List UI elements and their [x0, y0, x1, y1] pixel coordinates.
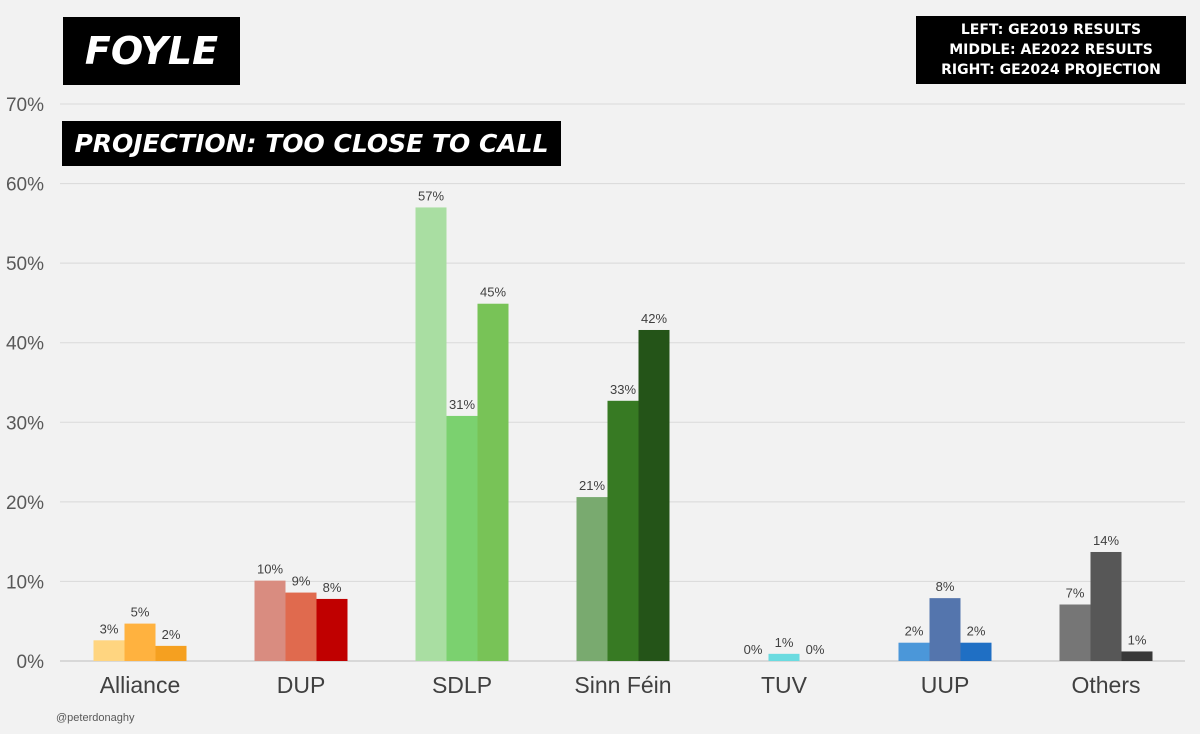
data-label: 1% [1128, 632, 1147, 647]
bar [768, 653, 800, 661]
data-label: 21% [579, 478, 605, 493]
bar [254, 580, 286, 661]
data-label: 57% [418, 188, 444, 203]
bar [93, 640, 125, 661]
bar [1059, 604, 1091, 661]
legend-entry-left: LEFT: GE2019 RESULTS [960, 22, 1142, 38]
y-tick-label: 50% [6, 254, 44, 275]
legend-entry-middle: MIDDLE: AE2022 RESULTS [949, 42, 1153, 58]
data-label: 9% [292, 574, 311, 589]
y-tick-label: 0% [17, 652, 45, 673]
data-label: 3% [100, 621, 119, 636]
legend: LEFT: GE2019 RESULTS MIDDLE: AE2022 RESU… [916, 16, 1186, 84]
data-label: 0% [744, 642, 763, 657]
bar [415, 207, 447, 661]
bar [285, 592, 317, 661]
x-category-label: SDLP [432, 672, 492, 698]
credit-handle: @peterdonaghy [56, 712, 135, 724]
bar [124, 623, 156, 661]
y-tick-label: 20% [6, 493, 44, 514]
data-label: 5% [131, 605, 150, 620]
bar [638, 329, 670, 661]
legend-entry-right: RIGHT: GE2024 PROJECTION [941, 62, 1161, 78]
bar [446, 415, 478, 661]
bar [1090, 551, 1122, 661]
y-tick-label: 70% [6, 95, 44, 116]
data-label: 8% [323, 580, 342, 595]
x-category-label: Sinn Féin [574, 672, 671, 698]
bar [316, 598, 348, 661]
y-tick-label: 10% [6, 572, 44, 593]
data-label: 0% [806, 642, 825, 657]
bar [929, 598, 961, 661]
x-category-label: Others [1071, 672, 1140, 698]
bar [1121, 651, 1153, 661]
bar [155, 645, 187, 661]
x-category-label: DUP [277, 672, 326, 698]
chart-title: FOYLE [63, 17, 240, 85]
chart-subtitle: PROJECTION: TOO CLOSE TO CALL [62, 121, 561, 166]
data-label: 7% [1066, 586, 1085, 601]
data-label: 2% [162, 627, 181, 642]
bar [477, 303, 509, 661]
data-label: 2% [967, 624, 986, 639]
data-label: 42% [641, 311, 667, 326]
x-category-label: UUP [921, 672, 970, 698]
x-category-label: TUV [761, 672, 808, 698]
data-label: 14% [1093, 533, 1119, 548]
data-label: 1% [775, 635, 794, 650]
y-tick-label: 30% [6, 413, 44, 434]
data-label: 8% [936, 579, 955, 594]
x-category-label: Alliance [100, 672, 181, 698]
bar [898, 642, 930, 661]
y-tick-label: 60% [6, 175, 44, 196]
bar [960, 642, 992, 661]
data-label: 2% [905, 624, 924, 639]
y-tick-label: 40% [6, 334, 44, 355]
bar [607, 400, 639, 661]
data-label: 33% [610, 382, 636, 397]
data-label: 45% [480, 285, 506, 300]
data-label: 10% [257, 562, 283, 577]
data-label: 31% [449, 397, 475, 412]
bar [576, 497, 608, 661]
